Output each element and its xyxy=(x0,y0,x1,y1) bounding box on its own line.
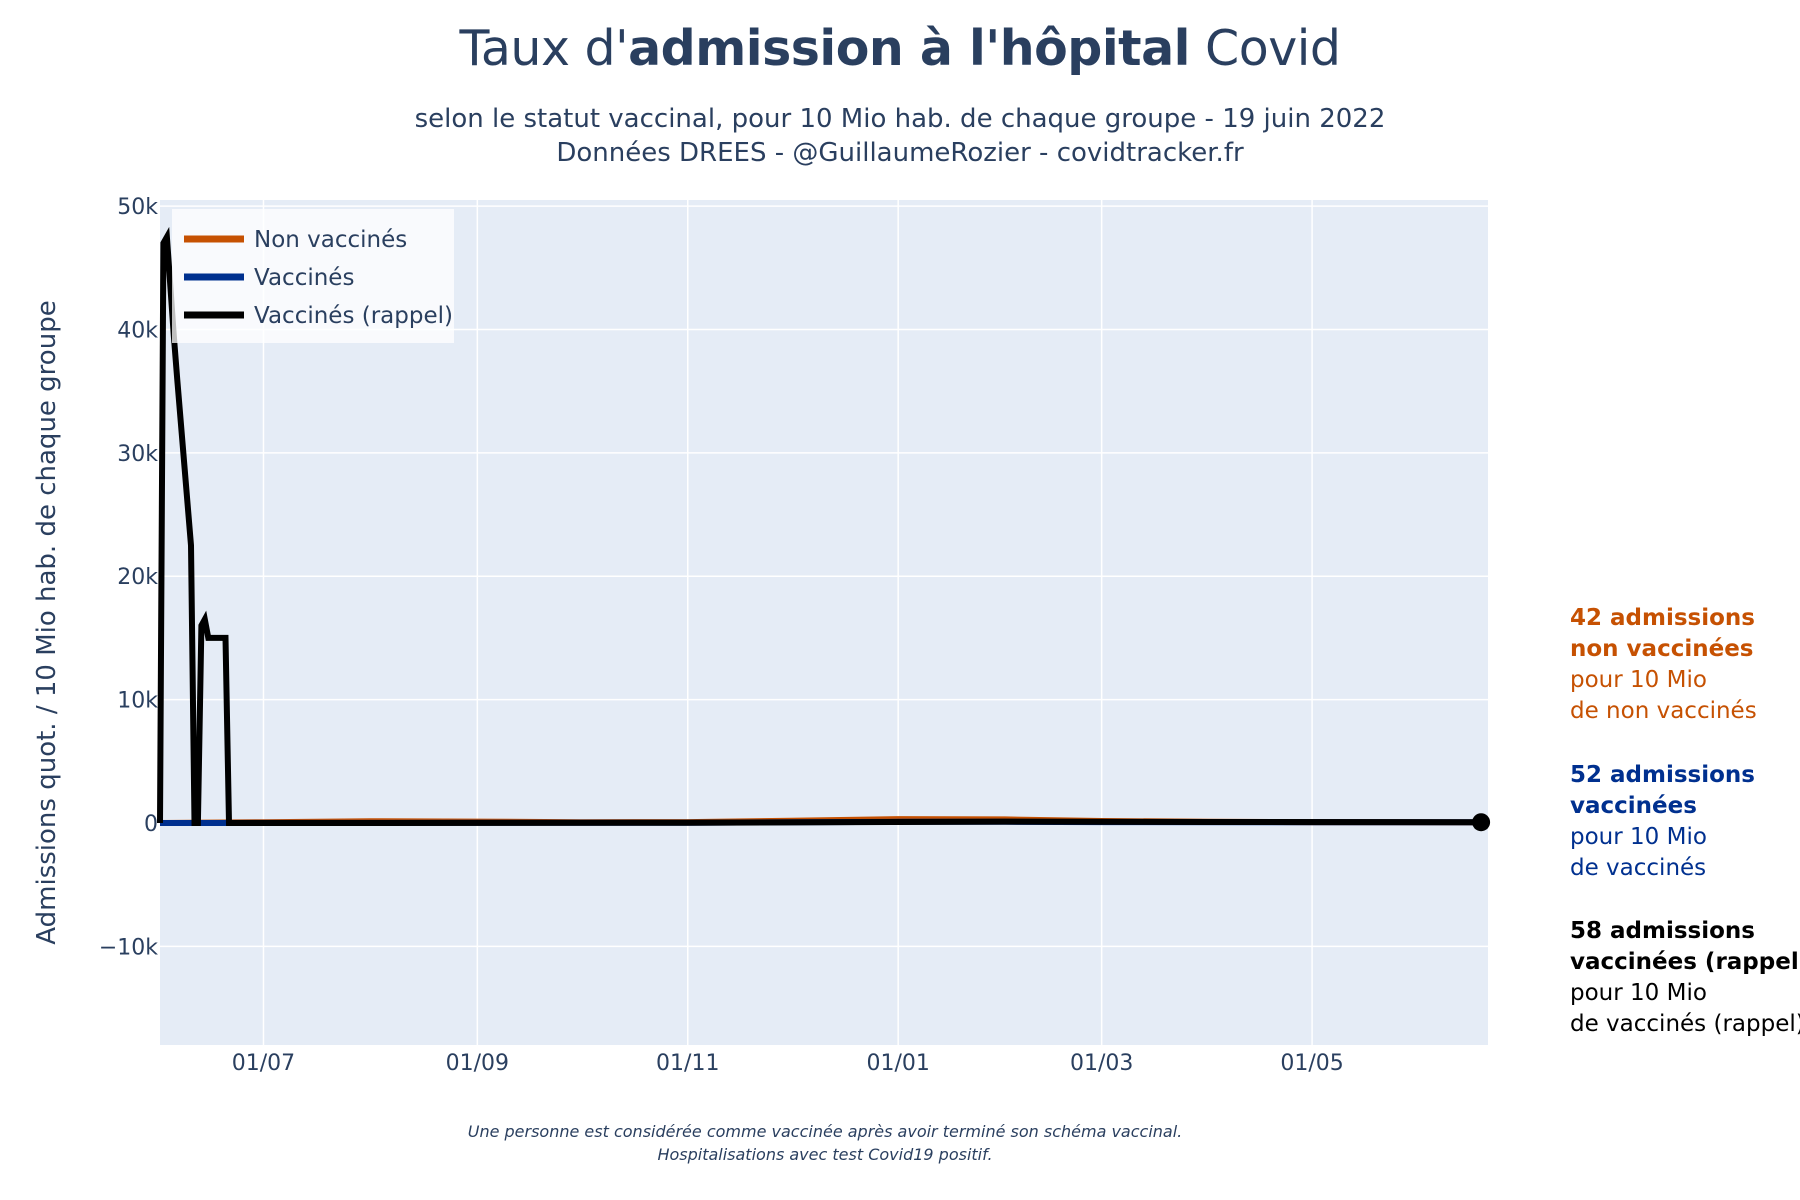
x-tick-label: 01/11 xyxy=(656,1051,719,1076)
annotation-line: pour 10 Mio xyxy=(1570,667,1707,693)
y-tick-label: 30k xyxy=(117,442,158,467)
chart-subtitle-line2: Données DREES - @GuillaumeRozier - covid… xyxy=(556,138,1244,168)
y-tick-label: −10k xyxy=(99,935,158,960)
annotation-line: de vaccinés (rappel) xyxy=(1570,1011,1800,1037)
legend-label: Vaccinés (rappel) xyxy=(254,303,453,329)
annotation-vaccines: 52 admissions vaccinées pour 10 Mio de v… xyxy=(1570,760,1755,884)
annotation-non-vaccines: 42 admissions non vaccinées pour 10 Mio … xyxy=(1570,603,1757,727)
x-tick-label: 01/03 xyxy=(1070,1051,1133,1076)
annotation-line: 42 admissions xyxy=(1570,605,1755,631)
x-tick-label: 01/09 xyxy=(446,1051,509,1076)
footnote-line2: Hospitalisations avec test Covid19 posit… xyxy=(657,1145,993,1164)
legend-label: Vaccinés xyxy=(254,265,354,291)
x-tick-label: 01/05 xyxy=(1280,1051,1343,1076)
y-tick-label: 0 xyxy=(144,812,158,837)
chart-subtitle-line1: selon le statut vaccinal, pour 10 Mio ha… xyxy=(414,104,1386,134)
y-tick-label: 20k xyxy=(117,565,158,590)
y-tick-label: 10k xyxy=(117,689,158,714)
y-axis-label: Admissions quot. / 10 Mio hab. de chaque… xyxy=(32,300,62,944)
footnote-line1: Une personne est considérée comme vaccin… xyxy=(467,1122,1183,1141)
x-tick-label: 01/07 xyxy=(232,1051,295,1076)
y-tick-label: 40k xyxy=(117,319,158,344)
annotation-line: de non vaccinés xyxy=(1570,698,1757,724)
chart-title: Taux d'admission à l'hôpital Covid xyxy=(459,20,1341,77)
annotation-line: vaccinées xyxy=(1570,793,1697,819)
annotation-line: pour 10 Mio xyxy=(1570,980,1707,1006)
annotation-line: 52 admissions xyxy=(1570,762,1755,788)
legend-label: Non vaccinés xyxy=(254,227,407,253)
annotation-line: pour 10 Mio xyxy=(1570,824,1707,850)
annotation-vaccines-rappel: 58 admissions vaccinées (rappel) pour 10… xyxy=(1570,916,1800,1040)
y-tick-label: 50k xyxy=(117,195,158,220)
annotation-line: de vaccinés xyxy=(1570,855,1707,881)
annotation-line: 58 admissions xyxy=(1570,918,1755,944)
annotation-line: vaccinées (rappel) xyxy=(1570,949,1800,975)
x-tick-label: 01/01 xyxy=(866,1051,929,1076)
series-end-marker xyxy=(1472,813,1491,832)
annotation-line: non vaccinées xyxy=(1570,636,1754,662)
